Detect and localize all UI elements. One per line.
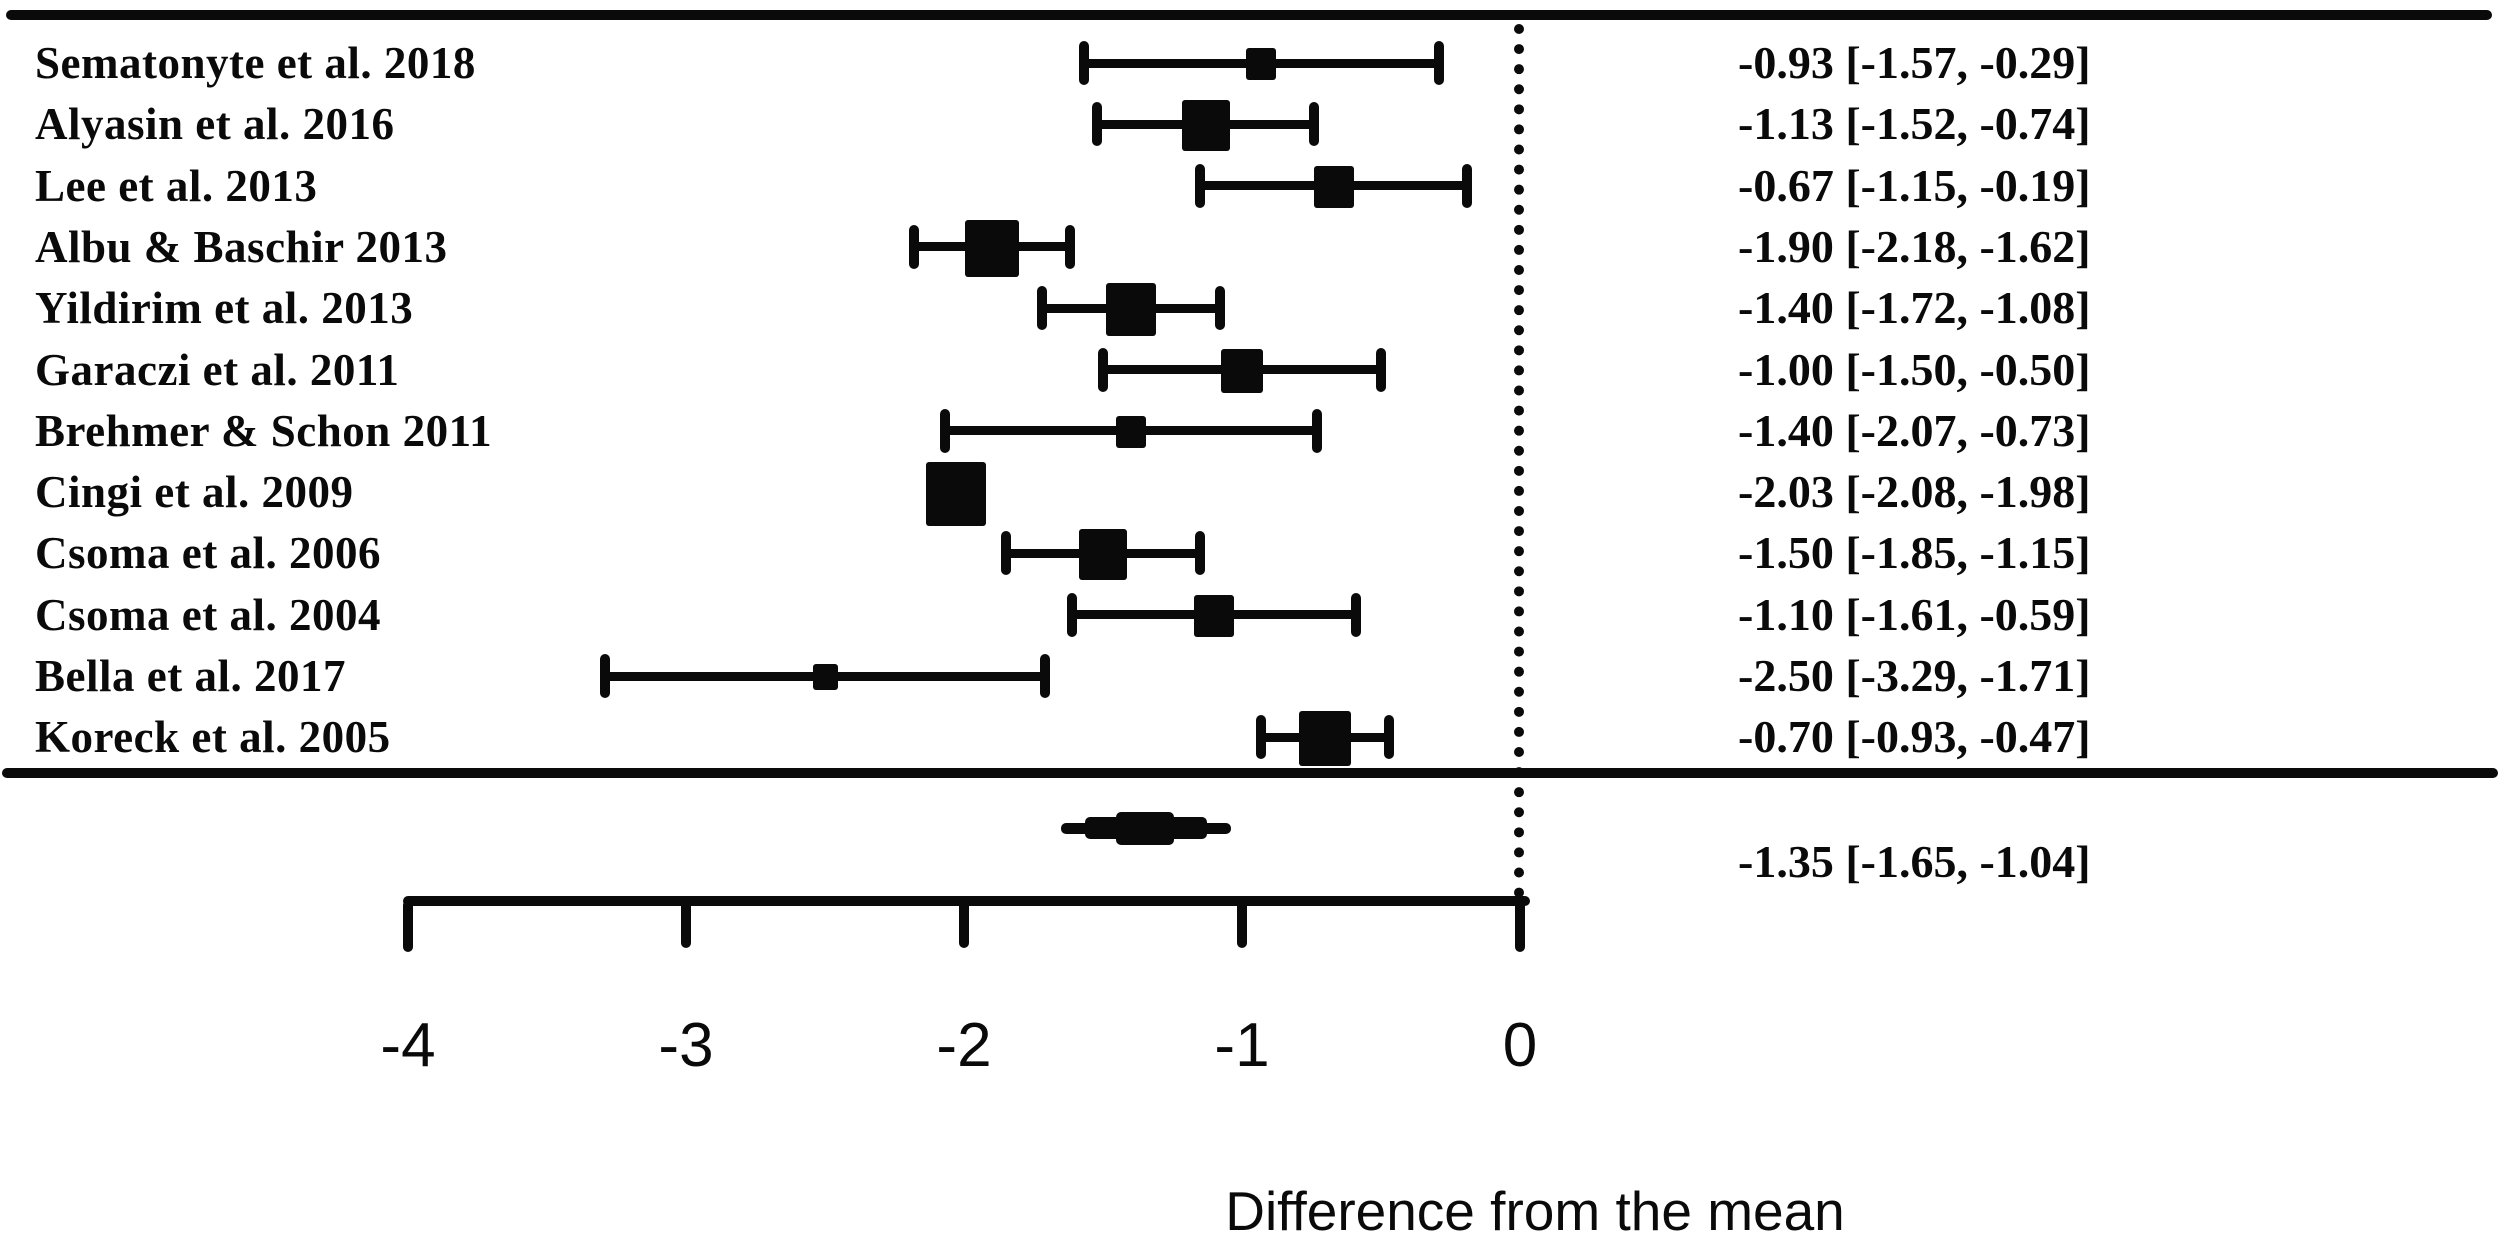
x-axis-tick bbox=[403, 900, 413, 952]
top-border-line bbox=[6, 10, 2492, 20]
ci-cap-right bbox=[1039, 654, 1050, 698]
study-label: Garaczi et al. 2011 bbox=[35, 344, 400, 395]
x-axis-tick bbox=[681, 900, 691, 948]
study-label: Bella et al. 2017 bbox=[35, 651, 346, 701]
ci-cap-left bbox=[1036, 286, 1047, 331]
summary-separator-line bbox=[2, 768, 2498, 778]
effect-square bbox=[964, 219, 1019, 278]
ci-cap-right bbox=[1376, 347, 1386, 392]
study-effect-text: -1.90 [-2.18, -1.62] bbox=[1738, 220, 2091, 272]
ci-cap-right bbox=[1350, 592, 1361, 637]
study-effect-text: -2.03 [-2.08, -1.98] bbox=[1738, 466, 2091, 518]
study-label: Sematonyte et al. 2018 bbox=[35, 38, 476, 88]
summary-effect-text: -1.35 [-1.65, -1.04] bbox=[1738, 836, 2091, 887]
ci-cap-left bbox=[908, 224, 919, 269]
zero-reference-line bbox=[1514, 24, 1524, 898]
ci-cap-right bbox=[1309, 102, 1320, 147]
x-axis-tick-label: -1 bbox=[1214, 1011, 1270, 1080]
study-label: Albu & Baschir 2013 bbox=[35, 221, 448, 272]
x-axis-tick bbox=[1237, 900, 1247, 948]
x-axis-tick-label: 0 bbox=[1502, 1011, 1538, 1080]
study-effect-text: -0.67 [-1.15, -0.19] bbox=[1738, 159, 2091, 211]
study-label: Csoma et al. 2004 bbox=[35, 589, 381, 640]
effect-square bbox=[1115, 415, 1146, 448]
ci-cap-right bbox=[1064, 224, 1075, 269]
study-label: Cingi et al. 2009 bbox=[35, 467, 354, 518]
ci-cap-right bbox=[1462, 163, 1473, 208]
study-effect-text: -0.93 [-1.57, -0.29] bbox=[1738, 37, 2091, 88]
effect-square bbox=[925, 462, 986, 526]
study-label: Brehmer & Schon 2011 bbox=[35, 405, 493, 456]
ci-cap-left bbox=[1067, 592, 1078, 637]
effect-square bbox=[1313, 165, 1354, 208]
study-label: Koreck et al. 2005 bbox=[35, 712, 391, 763]
study-label: Lee et al. 2013 bbox=[35, 160, 318, 211]
effect-square bbox=[1246, 48, 1277, 80]
effect-square bbox=[1181, 100, 1230, 152]
effect-square bbox=[1105, 283, 1156, 337]
ci-cap-left bbox=[939, 408, 950, 453]
ci-cap-right bbox=[1195, 531, 1206, 576]
effect-square bbox=[1299, 711, 1352, 767]
ci-cap-right bbox=[1384, 715, 1395, 760]
x-axis-tick bbox=[959, 900, 969, 948]
study-effect-text: -0.70 [-0.93, -0.47] bbox=[1738, 711, 2091, 763]
ci-cap-left bbox=[1092, 102, 1103, 147]
x-axis-tick-label: -2 bbox=[936, 1011, 992, 1080]
x-axis-label: Difference from the mean bbox=[1225, 1180, 1845, 1242]
ci-cap-left bbox=[600, 654, 611, 698]
study-effect-text: -1.50 [-1.85, -1.15] bbox=[1738, 527, 2091, 579]
ci-cap-right bbox=[1434, 41, 1445, 85]
effect-square bbox=[1079, 529, 1127, 581]
effect-square bbox=[812, 663, 838, 690]
study-effect-text: -1.13 [-1.52, -0.74] bbox=[1738, 98, 2091, 150]
study-label: Csoma et al. 2006 bbox=[35, 528, 381, 579]
study-effect-text: -1.00 [-1.50, -0.50] bbox=[1738, 343, 2091, 395]
study-effect-text: -1.10 [-1.61, -0.59] bbox=[1738, 588, 2091, 640]
ci-cap-left bbox=[1256, 715, 1267, 760]
ci-cap-right bbox=[1312, 408, 1323, 453]
study-label: Yildirim et al. 2013 bbox=[35, 283, 414, 334]
ci-cap-left bbox=[1195, 163, 1206, 208]
effect-square bbox=[1221, 348, 1263, 394]
x-axis-tick bbox=[1515, 900, 1525, 952]
study-label: Alyasin et al. 2016 bbox=[35, 99, 395, 150]
effect-square bbox=[1194, 594, 1235, 638]
x-axis-tick-label: -4 bbox=[380, 1011, 436, 1080]
ci-cap-left bbox=[1098, 347, 1108, 392]
x-axis-tick-label: -3 bbox=[658, 1011, 714, 1080]
summary-core-bar bbox=[1115, 811, 1174, 845]
study-effect-text: -1.40 [-2.07, -0.73] bbox=[1738, 404, 2091, 456]
ci-cap-right bbox=[1214, 286, 1225, 331]
ci-cap-left bbox=[1000, 531, 1011, 576]
ci-cap-left bbox=[1078, 41, 1089, 85]
study-effect-text: -2.50 [-3.29, -1.71] bbox=[1738, 650, 2091, 701]
study-effect-text: -1.40 [-1.72, -1.08] bbox=[1738, 282, 2091, 334]
